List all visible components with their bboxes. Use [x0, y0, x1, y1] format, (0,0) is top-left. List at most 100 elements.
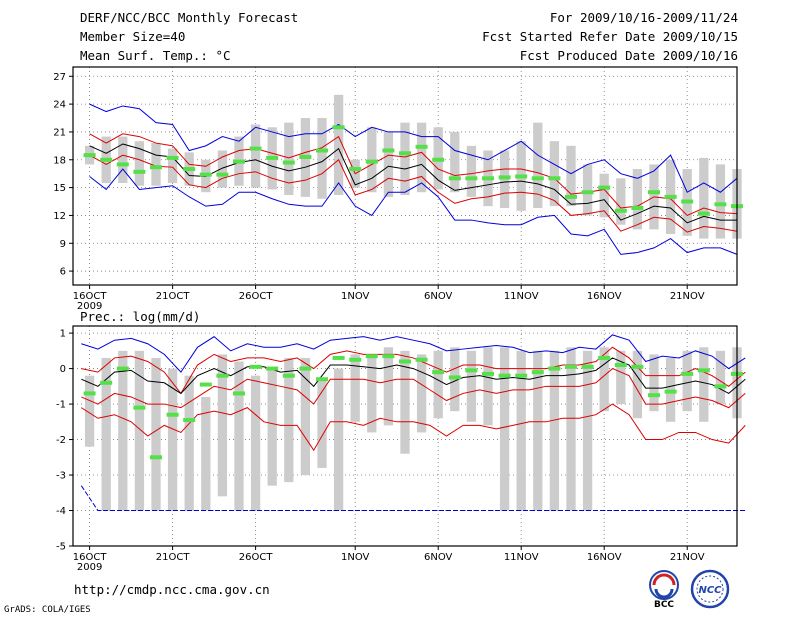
- variable-label: Mean Surf. Temp.: °C: [80, 48, 231, 63]
- observed-marker: [465, 176, 478, 181]
- observed-marker: [531, 176, 544, 181]
- member-range-bar: [483, 347, 493, 426]
- member-range-bar: [715, 350, 726, 405]
- series-line-lower: [89, 154, 738, 233]
- observed-marker: [598, 185, 611, 190]
- member-range-bar: [599, 173, 609, 218]
- y-tick-label: 6: [60, 267, 66, 278]
- member-range-bar: [549, 350, 560, 511]
- x-tick-label: 16NOV: [587, 291, 622, 302]
- observed-marker: [249, 364, 262, 369]
- observed-marker: [83, 153, 96, 158]
- member-range-bar: [333, 94, 344, 196]
- observed-marker: [299, 154, 312, 159]
- member-range-bar: [516, 350, 526, 511]
- member-range-bar: [151, 357, 161, 511]
- series-line-max: [89, 103, 738, 193]
- member-range-bar: [201, 396, 211, 511]
- precip-panel-title: Prec.: log(mm/d): [80, 309, 200, 324]
- plot-frame: [72, 325, 738, 547]
- bcc-logo: BCC: [649, 570, 679, 610]
- x-tick-label: 11NOV: [504, 552, 539, 563]
- series-line-min: [89, 168, 738, 255]
- member-range-bar: [350, 354, 360, 422]
- x-tick-label: 1NOV: [341, 552, 370, 563]
- observed-marker: [266, 155, 279, 160]
- y-tick-label: 21: [53, 127, 66, 138]
- observed-marker: [565, 194, 577, 199]
- member-range-bar: [101, 357, 111, 511]
- forecast-start-date: Fcst Started Refer Date 2009/10/15: [482, 29, 738, 44]
- member-range-bar: [649, 354, 659, 412]
- member-range-bar: [416, 354, 427, 433]
- member-range-bar: [383, 347, 394, 426]
- observed-marker: [664, 194, 677, 199]
- member-range-bar: [699, 157, 709, 239]
- observed-marker: [233, 391, 245, 396]
- svg-text:NCC: NCC: [698, 585, 722, 596]
- svg-text:BCC: BCC: [654, 600, 674, 610]
- member-range-bar: [682, 350, 692, 412]
- member-range-bar: [300, 357, 311, 476]
- member-range-bar: [217, 150, 228, 188]
- member-range-bar: [317, 379, 327, 468]
- member-range-bar: [317, 118, 327, 199]
- observed-marker: [183, 418, 196, 423]
- observed-marker: [681, 199, 694, 204]
- observed-marker: [150, 165, 162, 170]
- member-range-bar: [499, 347, 510, 511]
- series-line-mean: [89, 143, 737, 224]
- x-tick-label: 26OCT: [239, 552, 274, 563]
- observed-marker: [83, 391, 96, 396]
- member-range-bar: [284, 122, 294, 196]
- series-line-max: [81, 334, 746, 373]
- observed-marker: [365, 159, 378, 164]
- observed-marker: [498, 175, 511, 180]
- member-range-bar: [699, 347, 709, 422]
- observed-marker: [631, 206, 644, 211]
- member-range-bar: [582, 350, 593, 511]
- year-label: 2009: [77, 301, 102, 312]
- website-url[interactable]: http://cmdp.ncc.cma.gov.cn: [74, 582, 270, 597]
- observed-marker: [432, 157, 445, 162]
- member-range-bar: [400, 122, 410, 196]
- x-tick-label: 21OCT: [156, 552, 191, 563]
- observed-marker: [116, 366, 129, 371]
- member-range-bar: [599, 347, 609, 412]
- y-tick-label: -1: [56, 400, 66, 411]
- observed-marker: [482, 176, 494, 181]
- y-tick-label: -3: [56, 471, 66, 482]
- observed-marker: [332, 355, 345, 360]
- member-range-bar: [118, 350, 128, 511]
- observed-marker: [531, 370, 544, 375]
- observed-marker: [282, 160, 295, 165]
- observed-marker: [498, 373, 511, 378]
- observed-marker: [432, 370, 445, 375]
- x-tick-label: 6NOV: [424, 552, 453, 563]
- member-range-bar: [151, 143, 161, 186]
- member-range-bar: [715, 164, 726, 239]
- member-range-bar: [632, 169, 643, 230]
- x-tick-label: 16OCT: [73, 291, 108, 302]
- observed-marker: [183, 167, 196, 172]
- observed-marker: [100, 380, 113, 385]
- member-range-bar: [250, 375, 261, 511]
- observed-marker: [697, 368, 710, 373]
- observed-marker: [266, 366, 279, 371]
- observed-marker: [581, 364, 594, 369]
- observed-marker: [399, 151, 411, 156]
- member-range-bar: [416, 122, 427, 193]
- member-range-bar: [533, 350, 543, 511]
- forecast-produced-date: Fcst Produced Date 2009/10/16: [519, 48, 738, 63]
- member-range-bar: [167, 368, 178, 511]
- series-line-mean: [81, 357, 746, 395]
- y-tick-label: -4: [56, 506, 66, 517]
- observed-marker: [664, 389, 677, 394]
- observed-marker: [548, 366, 561, 371]
- member-range-bar: [566, 347, 576, 511]
- x-tick-label: 21OCT: [156, 291, 191, 302]
- observed-marker: [199, 172, 212, 177]
- observed-marker: [233, 159, 245, 164]
- member-size-label: Member Size=40: [80, 29, 186, 44]
- x-tick-label: 11NOV: [504, 291, 539, 302]
